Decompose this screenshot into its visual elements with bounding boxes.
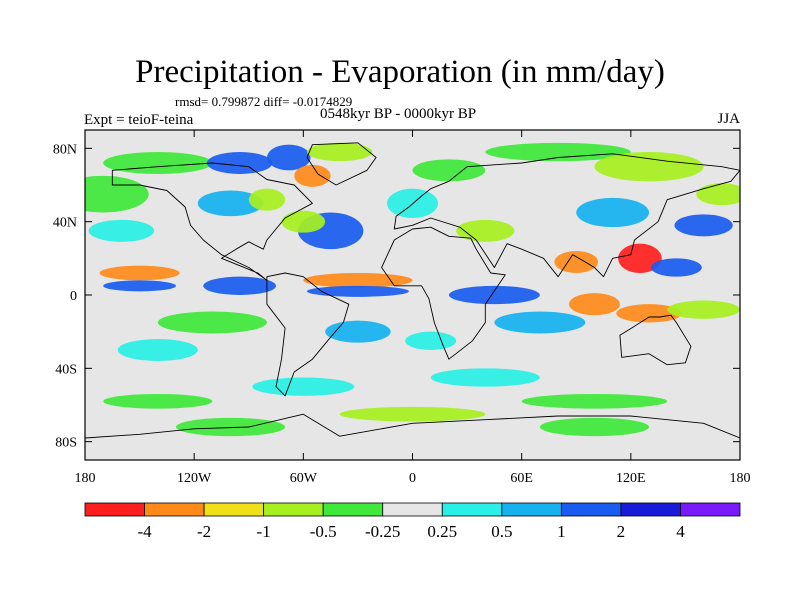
- y-tick-label-2: 0: [70, 289, 77, 304]
- colorbar-swatch-3: [263, 502, 324, 517]
- anomaly-region-3: [294, 164, 331, 187]
- anomaly-region-13: [281, 210, 326, 233]
- y-tick-label-1: 40N: [53, 216, 77, 231]
- anomaly-region-23: [103, 280, 176, 292]
- colorbar-swatch-4: [322, 502, 384, 517]
- colorbar-swatch-9: [620, 502, 681, 517]
- colorbar-swatch-10: [680, 502, 741, 517]
- anomaly-region-21: [650, 258, 702, 277]
- anomaly-region-38: [521, 394, 668, 409]
- anomaly-region-31: [494, 311, 586, 334]
- anomaly-region-30: [667, 300, 740, 319]
- colorbar-label-4: -0.25: [365, 522, 400, 541]
- anomaly-region-41: [175, 417, 286, 437]
- anomaly-region-11: [248, 188, 286, 211]
- anomaly-region-6: [485, 142, 631, 162]
- anomaly-region-33: [325, 320, 391, 343]
- anomaly-region-16: [576, 197, 650, 228]
- anomaly-region-40: [339, 406, 486, 422]
- colorbar-swatch-7: [501, 502, 562, 517]
- colorbar-swatch-5: [382, 502, 443, 517]
- x-tick-label-0: 180: [75, 471, 96, 486]
- anomaly-region-24: [203, 276, 277, 296]
- anomaly-region-7: [594, 152, 704, 182]
- anomaly-region-9: [88, 219, 155, 242]
- colorbar-label-6: 0.5: [491, 522, 512, 541]
- colorbar-label-1: -2: [197, 522, 211, 541]
- anomaly-region-27: [448, 285, 540, 305]
- anomaly-region-10: [197, 190, 264, 217]
- anomaly-region-17: [674, 214, 733, 237]
- anomaly-region-39: [103, 394, 213, 409]
- coastline-north-america: [111, 162, 313, 281]
- colorbar-label-7: 1: [557, 522, 566, 541]
- colorbar-swatch-1: [144, 502, 205, 517]
- y-tick-label-0: 80N: [53, 142, 77, 157]
- anomaly-region-26: [306, 285, 409, 297]
- anomaly-region-18: [696, 183, 740, 206]
- rmsd-diff-stats: rmsd= 0.799872 diff= -0.0174829: [175, 94, 353, 109]
- anomaly-region-28: [568, 293, 620, 316]
- y-tick-label-4: 80S: [55, 436, 77, 451]
- anomaly-region-1: [206, 152, 273, 174]
- colorbar-label-3: -0.5: [310, 522, 337, 541]
- colorbar-swatch-8: [560, 502, 622, 517]
- x-tick-label-3: 0: [409, 471, 416, 486]
- anomaly-region-35: [117, 339, 198, 361]
- x-tick-label-5: 120E: [616, 471, 646, 486]
- coastline-antarctica: [85, 413, 740, 460]
- season-label: JJA: [717, 111, 740, 127]
- period-label: 0548kyr BP - 0000kyr BP: [320, 106, 477, 122]
- x-tick-label-6: 180: [730, 471, 751, 486]
- anomaly-region-25: [303, 273, 413, 288]
- anomaly-region-4: [306, 142, 373, 162]
- coastline-south-america: [266, 272, 350, 397]
- coastline-greenland: [306, 142, 377, 186]
- anomaly-region-34: [405, 331, 457, 351]
- colorbar-label-2: -1: [257, 522, 271, 541]
- x-tick-label-2: 60W: [290, 471, 318, 486]
- y-tick-label-3: 40S: [55, 362, 77, 377]
- anomaly-region-5: [412, 159, 486, 182]
- coastline-africa: [381, 226, 506, 360]
- anomaly-region-2: [266, 144, 311, 171]
- x-tick-label-1: 120W: [177, 471, 212, 486]
- coastline-australia: [619, 314, 692, 366]
- colorbar-swatch-6: [441, 502, 503, 517]
- colorbar-label-5: 0.25: [427, 522, 457, 541]
- anomaly-region-32: [157, 311, 267, 334]
- x-tick-label-4: 60E: [510, 471, 533, 486]
- chart-title: Precipitation - Evaporation (in mm/day): [135, 54, 665, 90]
- anomaly-region-42: [539, 417, 650, 437]
- anomaly-region-8: [85, 175, 149, 213]
- coastline-eurasia: [393, 153, 740, 278]
- colorbar-swatch-2: [203, 502, 265, 517]
- anomaly-region-0: [103, 152, 213, 174]
- anomaly-region-19: [618, 243, 662, 273]
- colorbar-label-8: 2: [617, 522, 626, 541]
- colorbar-label-0: -4: [137, 522, 152, 541]
- experiment-label: Expt = teioF-teina: [84, 112, 194, 128]
- anomaly-region-37: [252, 377, 355, 396]
- colorbar-swatch-0: [84, 502, 145, 517]
- anomaly-region-20: [554, 251, 599, 273]
- anomaly-region-22: [99, 265, 180, 281]
- anomaly-region-29: [616, 304, 682, 323]
- colorbar-label-9: 4: [676, 522, 685, 541]
- anomaly-region-15: [456, 219, 515, 242]
- anomaly-region-36: [430, 368, 540, 387]
